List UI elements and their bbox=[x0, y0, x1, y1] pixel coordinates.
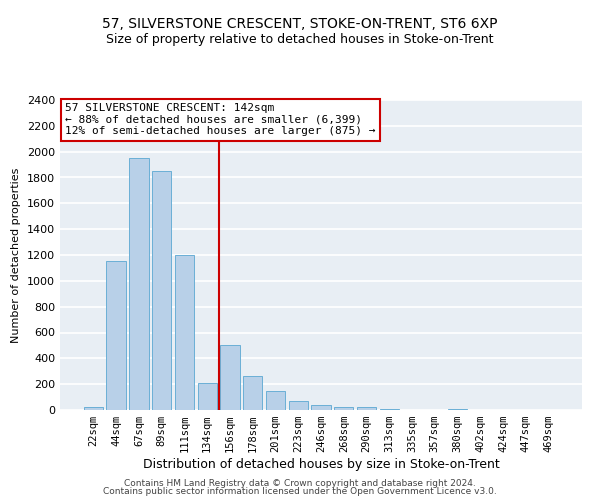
X-axis label: Distribution of detached houses by size in Stoke-on-Trent: Distribution of detached houses by size … bbox=[143, 458, 499, 471]
Bar bbox=[289, 401, 308, 410]
Bar bbox=[175, 255, 194, 410]
Bar bbox=[106, 262, 126, 410]
Text: Contains HM Land Registry data © Crown copyright and database right 2024.: Contains HM Land Registry data © Crown c… bbox=[124, 478, 476, 488]
Bar bbox=[311, 406, 331, 410]
Bar bbox=[220, 346, 239, 410]
Bar bbox=[243, 376, 262, 410]
Bar bbox=[266, 390, 285, 410]
Bar bbox=[334, 407, 353, 410]
Y-axis label: Number of detached properties: Number of detached properties bbox=[11, 168, 22, 342]
Text: Size of property relative to detached houses in Stoke-on-Trent: Size of property relative to detached ho… bbox=[106, 32, 494, 46]
Bar bbox=[129, 158, 149, 410]
Bar bbox=[84, 408, 103, 410]
Bar bbox=[357, 408, 376, 410]
Text: 57 SILVERSTONE CRESCENT: 142sqm
← 88% of detached houses are smaller (6,399)
12%: 57 SILVERSTONE CRESCENT: 142sqm ← 88% of… bbox=[65, 103, 376, 136]
Text: 57, SILVERSTONE CRESCENT, STOKE-ON-TRENT, ST6 6XP: 57, SILVERSTONE CRESCENT, STOKE-ON-TRENT… bbox=[102, 18, 498, 32]
Bar bbox=[448, 408, 467, 410]
Bar bbox=[152, 171, 172, 410]
Bar bbox=[197, 383, 217, 410]
Text: Contains public sector information licensed under the Open Government Licence v3: Contains public sector information licen… bbox=[103, 487, 497, 496]
